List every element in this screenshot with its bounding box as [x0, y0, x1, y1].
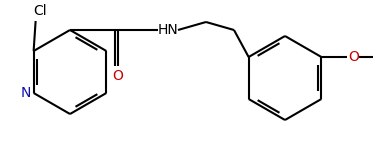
Text: O: O: [113, 69, 123, 83]
Text: HN: HN: [158, 23, 178, 37]
Text: N: N: [21, 86, 31, 100]
Text: Cl: Cl: [33, 4, 46, 18]
Text: O: O: [348, 50, 359, 64]
